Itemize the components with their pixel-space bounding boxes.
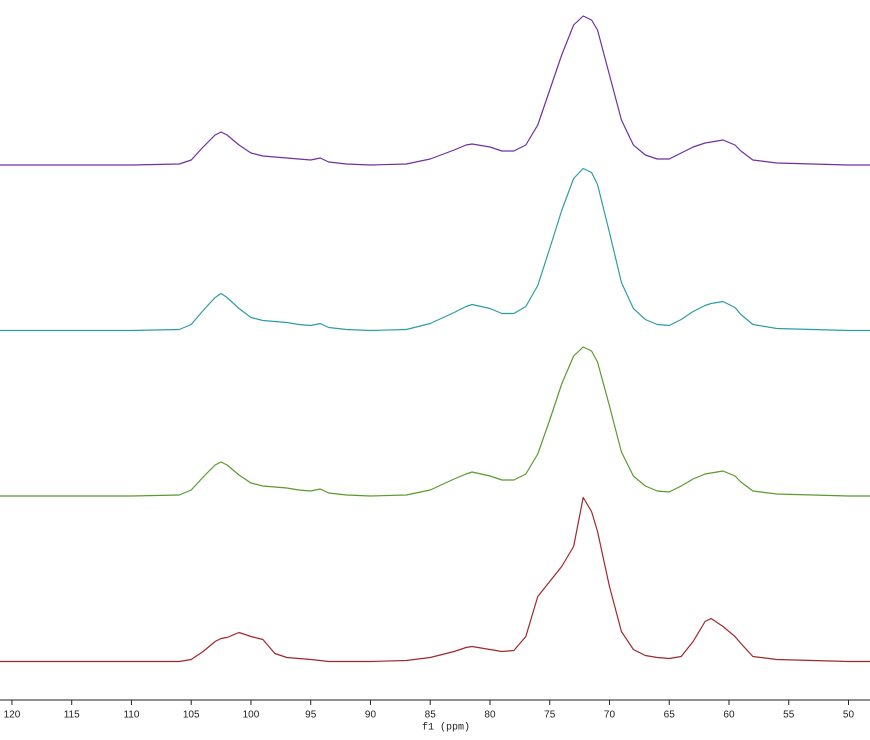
- x-tick-label: 50: [843, 710, 855, 721]
- spectrum-line: [0, 167, 870, 332]
- x-tick-label: 55: [783, 710, 795, 721]
- x-tick-label: 70: [604, 710, 616, 721]
- x-tick-label: 85: [425, 710, 437, 721]
- x-tick-label: 80: [484, 710, 496, 721]
- x-tick-label: 90: [365, 710, 377, 721]
- spectrum-line: [0, 496, 870, 663]
- x-tick-label: 60: [723, 710, 735, 721]
- spectrum-line: [0, 15, 870, 166]
- x-tick-label: 75: [544, 710, 556, 721]
- x-tick-label: 115: [64, 710, 80, 721]
- x-tick-label: 105: [183, 710, 200, 721]
- spectrum-line: [0, 346, 870, 497]
- x-tick-label: 120: [4, 710, 21, 721]
- x-tick-label: 110: [123, 710, 139, 721]
- x-axis-label: f1 (ppm): [422, 722, 470, 734]
- x-tick-label: 65: [664, 710, 676, 721]
- x-tick-label: 95: [305, 710, 317, 721]
- x-tick-label: 100: [243, 710, 260, 721]
